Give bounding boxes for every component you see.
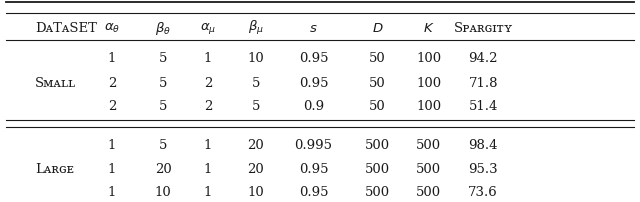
Text: 100: 100: [416, 52, 442, 65]
Text: 5: 5: [252, 76, 260, 89]
Text: 20: 20: [248, 162, 264, 175]
Text: 5: 5: [159, 76, 168, 89]
Text: 20: 20: [248, 138, 264, 151]
Text: 1: 1: [204, 185, 212, 198]
Text: 1: 1: [204, 52, 212, 65]
Text: 500: 500: [416, 185, 442, 198]
Text: 50: 50: [369, 76, 386, 89]
Text: $\beta_{\mu}$: $\beta_{\mu}$: [248, 19, 264, 37]
Text: 20: 20: [155, 162, 172, 175]
Text: 10: 10: [248, 185, 264, 198]
Text: 50: 50: [369, 52, 386, 65]
Text: $s$: $s$: [309, 22, 318, 35]
Text: 500: 500: [365, 162, 390, 175]
Text: 500: 500: [365, 138, 390, 151]
Text: 50: 50: [369, 100, 386, 113]
Text: Sᴘᴀʀɢɪᴛʏ: Sᴘᴀʀɢɪᴛʏ: [454, 22, 513, 35]
Text: $D$: $D$: [372, 22, 383, 35]
Text: 1: 1: [108, 138, 116, 151]
Text: 500: 500: [416, 162, 442, 175]
Text: Sᴍᴀʟʟ: Sᴍᴀʟʟ: [35, 76, 76, 89]
Text: 1: 1: [108, 162, 116, 175]
Text: 100: 100: [416, 76, 442, 89]
Text: 2: 2: [204, 76, 212, 89]
Text: 95.3: 95.3: [468, 162, 498, 175]
Text: 1: 1: [204, 162, 212, 175]
Text: 5: 5: [252, 100, 260, 113]
Text: 73.6: 73.6: [468, 185, 498, 198]
Text: 0.9: 0.9: [303, 100, 324, 113]
Text: 500: 500: [416, 138, 442, 151]
Text: $\beta_{\theta}$: $\beta_{\theta}$: [156, 20, 171, 37]
Text: 10: 10: [155, 185, 172, 198]
Text: 2: 2: [204, 100, 212, 113]
Text: 98.4: 98.4: [468, 138, 498, 151]
Text: 1: 1: [108, 185, 116, 198]
Text: 100: 100: [416, 100, 442, 113]
Text: $K$: $K$: [423, 22, 435, 35]
Text: 2: 2: [108, 100, 116, 113]
Text: 0.95: 0.95: [299, 162, 328, 175]
Text: 0.95: 0.95: [299, 185, 328, 198]
Text: 5: 5: [159, 52, 168, 65]
Text: 1: 1: [108, 52, 116, 65]
Text: 5: 5: [159, 100, 168, 113]
Text: $\alpha_{\mu}$: $\alpha_{\mu}$: [200, 21, 216, 36]
Text: $\alpha_{\theta}$: $\alpha_{\theta}$: [104, 22, 120, 35]
Text: 71.8: 71.8: [468, 76, 498, 89]
Text: 51.4: 51.4: [468, 100, 498, 113]
Text: 94.2: 94.2: [468, 52, 498, 65]
Text: 2: 2: [108, 76, 116, 89]
Text: 1: 1: [204, 138, 212, 151]
Text: 0.995: 0.995: [294, 138, 333, 151]
Text: DᴀTᴀSET: DᴀTᴀSET: [35, 22, 97, 35]
Text: 0.95: 0.95: [299, 52, 328, 65]
Text: 0.95: 0.95: [299, 76, 328, 89]
Text: 500: 500: [365, 185, 390, 198]
Text: 5: 5: [159, 138, 168, 151]
Text: Lᴀʀɢᴇ: Lᴀʀɢᴇ: [35, 162, 74, 175]
Text: 10: 10: [248, 52, 264, 65]
